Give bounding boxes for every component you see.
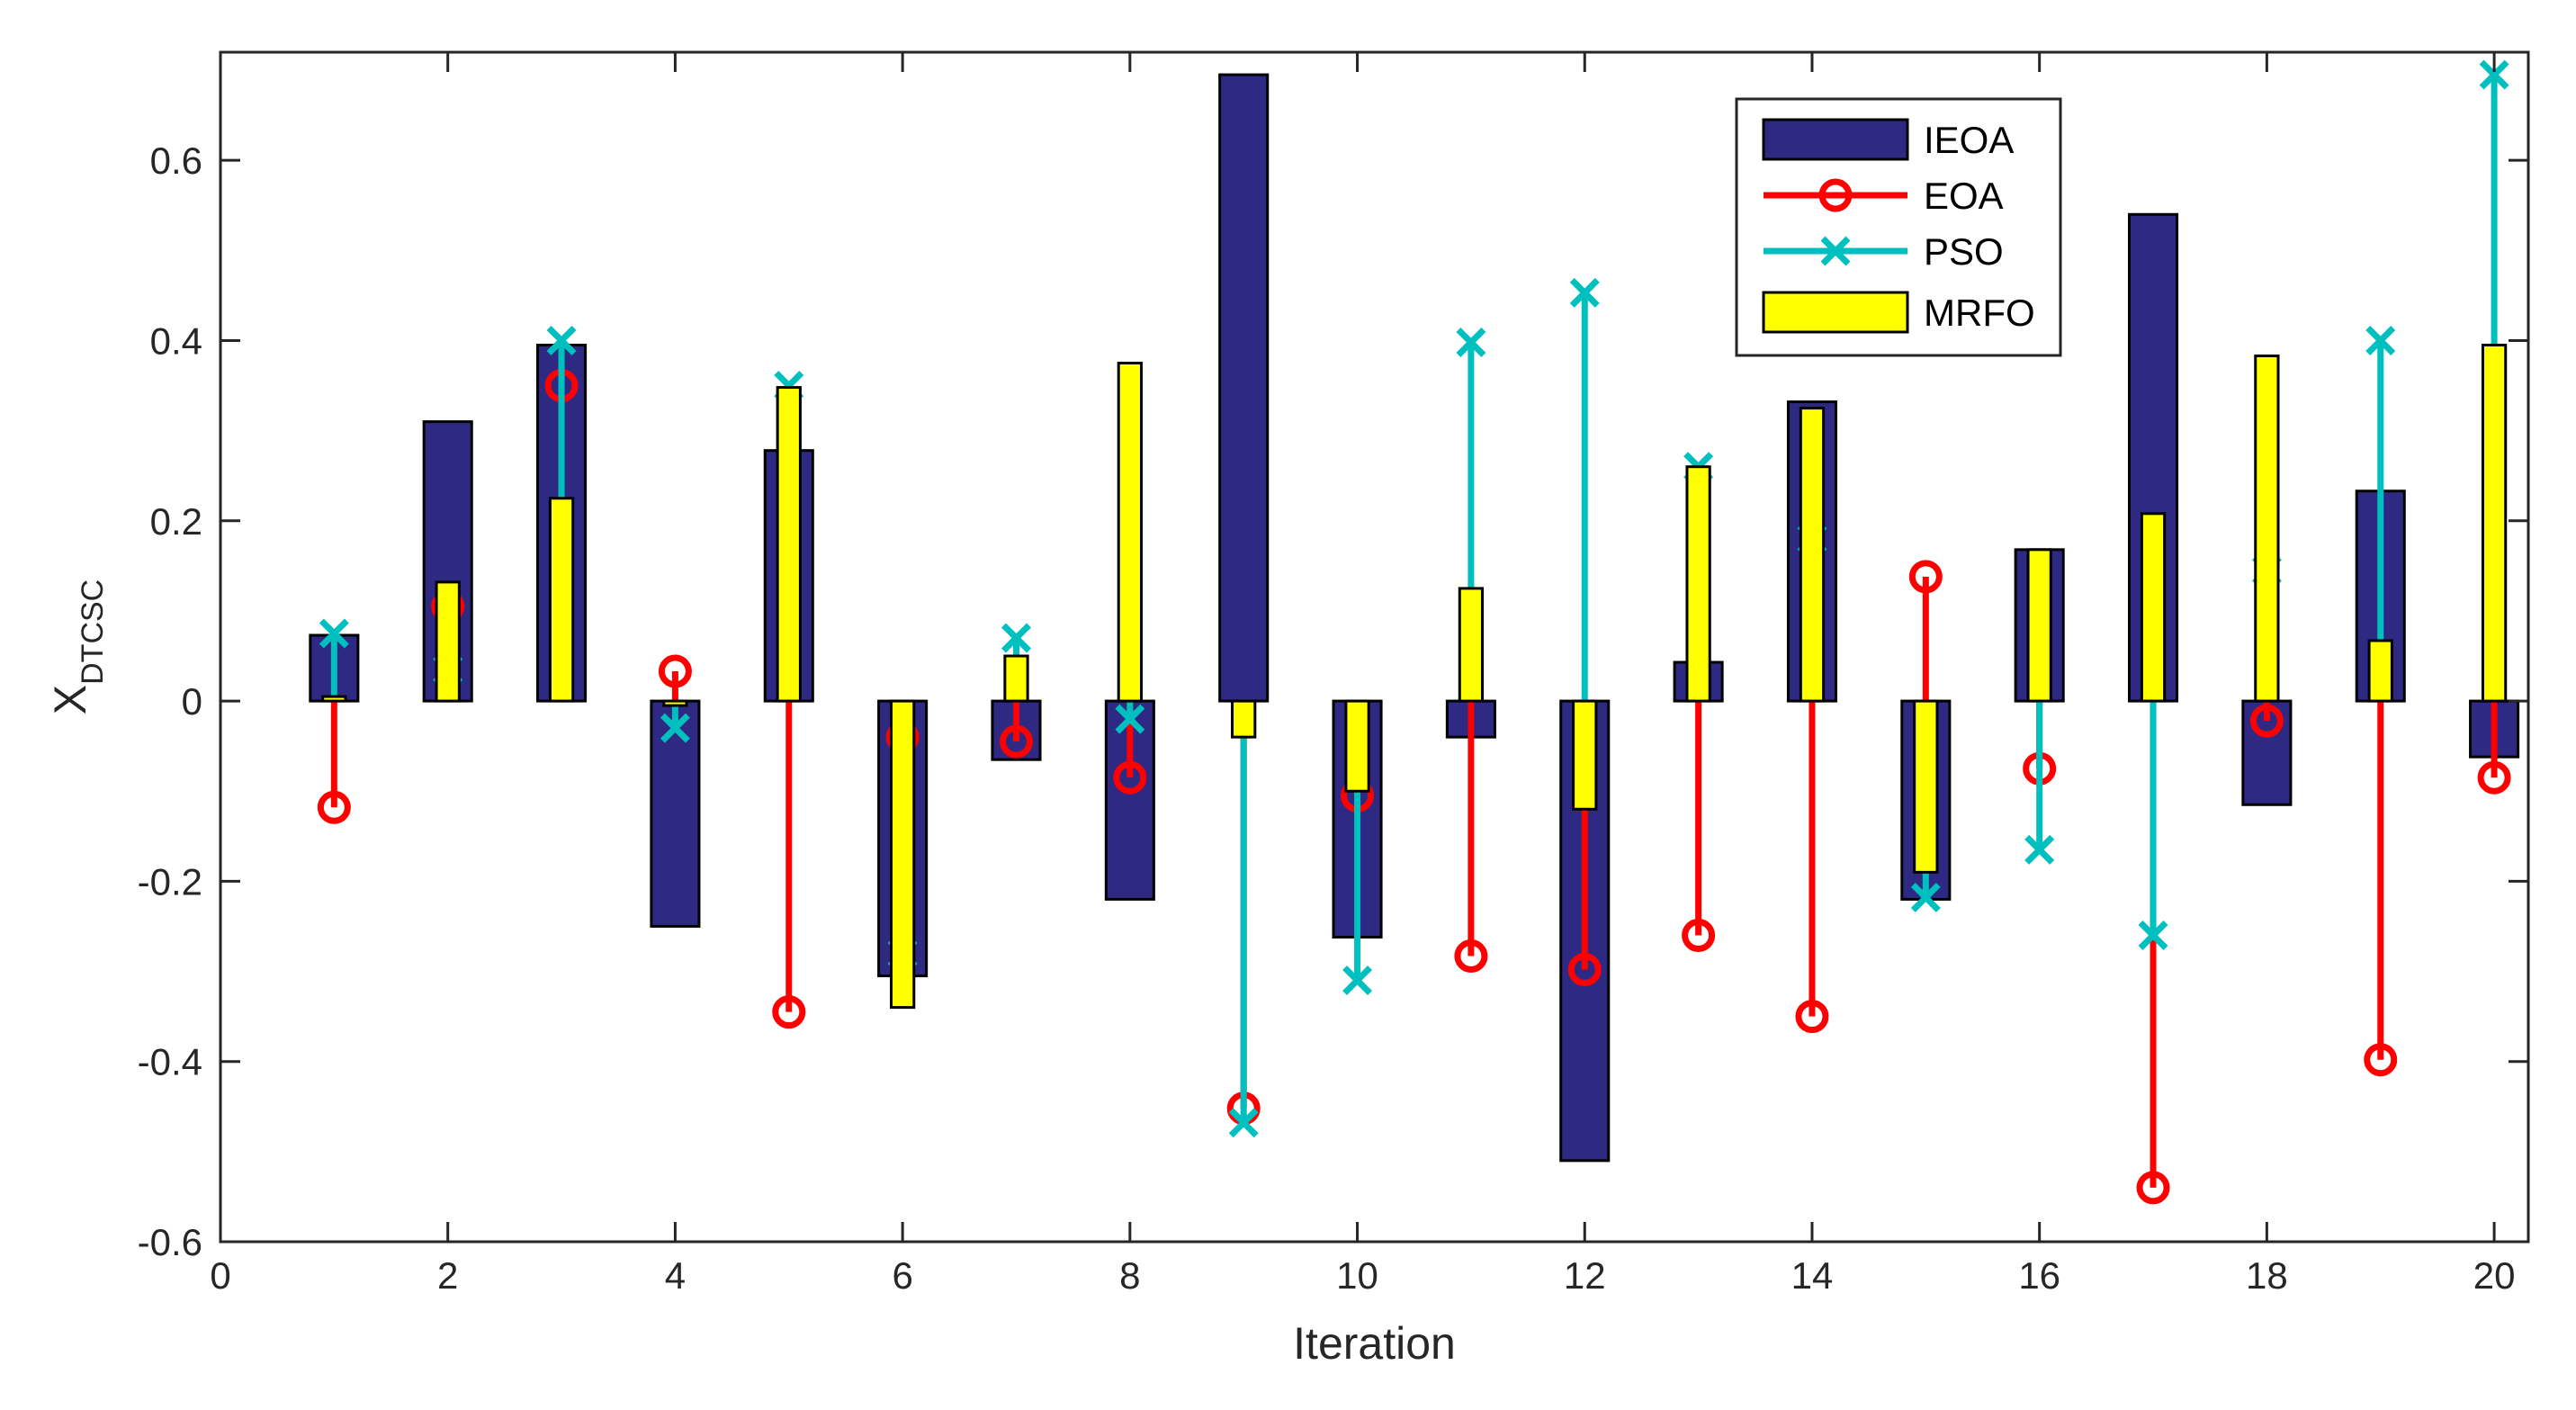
legend-swatch-ieoa — [1762, 118, 1909, 161]
legend-marker-pso — [1820, 236, 1851, 266]
marker-pso — [2365, 326, 2396, 355]
bar-mrfo — [321, 695, 347, 703]
bar-mrfo — [435, 580, 461, 703]
y-axis-label-subscript: DTCSC — [76, 579, 110, 685]
marker-eoa — [1682, 918, 1716, 952]
plot-area — [309, 59, 2520, 1205]
bar-mrfo — [1344, 699, 1370, 793]
y-tick-label: -0.2 — [138, 860, 202, 903]
x-tick-label: 16 — [2018, 1254, 2060, 1297]
marker-pso — [2479, 59, 2509, 90]
marker-pso — [319, 618, 349, 649]
bar-mrfo — [2254, 355, 2280, 703]
marker-pso — [1342, 965, 1373, 996]
bar-mrfo — [548, 497, 575, 703]
bar-mrfo — [776, 386, 802, 703]
marker-eoa — [2136, 1171, 2170, 1205]
bar-ieoa — [650, 699, 701, 928]
bar-mrfo — [1913, 699, 1939, 874]
marker-eoa — [1795, 1000, 1829, 1034]
bar-mrfo — [2026, 548, 2052, 703]
legend-swatch-mrfo — [1762, 291, 1909, 334]
marker-eoa — [999, 724, 1033, 759]
x-tick-label: 20 — [2473, 1254, 2516, 1297]
marker-pso — [2024, 834, 2055, 865]
x-tick-label: 18 — [2246, 1254, 2288, 1297]
y-tick-label: 0.2 — [150, 500, 202, 543]
bar-mrfo — [2367, 639, 2393, 703]
x-tick-label: 10 — [1336, 1254, 1378, 1297]
marker-eoa — [317, 790, 351, 824]
bar-ieoa — [1218, 73, 1270, 703]
bar-mrfo — [1458, 587, 1485, 703]
bar-mrfo — [1572, 699, 1598, 811]
x-tick-label: 2 — [437, 1254, 458, 1297]
y-axis-label: XDTCSC — [45, 579, 110, 714]
marker-eoa — [2249, 704, 2284, 738]
bar-mrfo — [2140, 512, 2167, 703]
y-tick-label: 0.6 — [150, 139, 202, 182]
marker-pso — [1001, 623, 1031, 653]
y-tick-label: -0.6 — [138, 1221, 202, 1263]
marker-pso — [546, 326, 577, 355]
marker-eoa — [1908, 560, 1943, 594]
legend-label-eoa: EOA — [1924, 175, 2004, 217]
legend-label-mrfo: MRFO — [1924, 292, 2035, 334]
bar-mrfo — [662, 699, 688, 707]
marker-pso — [660, 713, 690, 743]
legend-label-pso: PSO — [1924, 230, 2004, 273]
marker-eoa — [2364, 1043, 2398, 1077]
x-tick-label: 0 — [210, 1254, 230, 1297]
bar-mrfo — [1003, 654, 1029, 703]
marker-pso — [1115, 704, 1145, 734]
x-tick-label: 14 — [1791, 1254, 1834, 1297]
y-tick-label: 0.4 — [150, 319, 202, 362]
legend-label-ieoa: IEOA — [1924, 119, 2014, 161]
bar-mrfo — [1117, 362, 1143, 703]
x-tick-label: 8 — [1119, 1254, 1140, 1297]
x-tick-label: 4 — [665, 1254, 686, 1297]
legend: IEOA EOA PSO MRFO — [1735, 97, 2062, 357]
legend-marker-eoa — [1818, 178, 1853, 212]
marker-eoa — [658, 654, 692, 688]
y-axis-label-main: X — [45, 685, 95, 714]
bar-mrfo — [1685, 465, 1711, 703]
y-tick-label: -0.4 — [138, 1041, 202, 1083]
y-tick-label: 0 — [182, 680, 202, 723]
x-axis-label: Iteration — [1293, 1318, 1456, 1369]
marker-pso — [1910, 882, 1941, 912]
marker-pso — [1456, 328, 1486, 357]
plot-frame — [219, 50, 2530, 1244]
marker-eoa — [1113, 760, 1147, 795]
axes-ticks: 0 2 4 6 8 10 12 14 16 18 20 -0.6 -0.4 -0.2 0 0.2 0.4 0.6 — [138, 52, 2528, 1297]
x-tick-label: 6 — [892, 1254, 912, 1297]
marker-eoa — [1567, 953, 1602, 987]
marker-pso — [1569, 277, 1600, 308]
bar-mrfo — [889, 699, 916, 1010]
bar-mrfo — [2481, 343, 2508, 703]
marker-eoa — [1454, 939, 1488, 974]
marker-pso — [1228, 1108, 1259, 1138]
bar-mrfo — [1231, 699, 1257, 739]
marker-pso — [2138, 921, 2168, 950]
x-tick-label: 12 — [1564, 1254, 1606, 1297]
bar-mrfo — [1799, 407, 1826, 703]
marker-eoa — [2477, 760, 2511, 795]
marker-eoa — [772, 995, 806, 1029]
